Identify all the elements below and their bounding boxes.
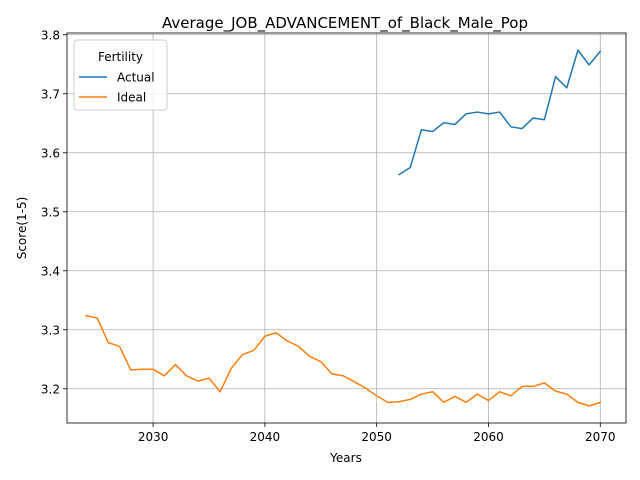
x-axis-label: Years bbox=[329, 451, 362, 465]
y-tick-label: 3.5 bbox=[41, 205, 60, 219]
legend-label-ideal: Ideal bbox=[117, 91, 146, 105]
chart-title: Average_JOB_ADVANCEMENT_of_Black_Male_Po… bbox=[162, 14, 528, 33]
series-line-actual bbox=[398, 49, 602, 176]
y-axis-ticks: 3.2 3.3 3.4 3.5 3.6 3.7 3.8 bbox=[41, 28, 67, 396]
x-tick-label: 2070 bbox=[585, 430, 616, 444]
y-axis-label: Score(1-5) bbox=[15, 197, 29, 260]
legend-label-actual: Actual bbox=[117, 71, 155, 85]
legend-box bbox=[73, 39, 168, 111]
y-tick-label: 3.8 bbox=[41, 28, 60, 42]
x-tick-label: 2040 bbox=[250, 430, 281, 444]
y-tick-label: 3.6 bbox=[41, 146, 60, 160]
y-tick-label: 3.2 bbox=[41, 382, 60, 396]
x-tick-label: 2060 bbox=[473, 430, 504, 444]
y-tick-label: 3.3 bbox=[41, 323, 60, 337]
legend-title: Fertility bbox=[98, 50, 143, 64]
series-layer bbox=[85, 49, 602, 407]
plot-area-frame bbox=[66, 32, 627, 424]
legend: Fertility Actual Ideal bbox=[73, 39, 168, 111]
grid-lines bbox=[67, 33, 626, 423]
series-line-ideal bbox=[85, 314, 602, 407]
y-tick-label: 3.7 bbox=[41, 87, 60, 101]
y-tick-label: 3.4 bbox=[41, 264, 60, 278]
x-axis-ticks: 2030 2040 2050 2060 2070 bbox=[138, 423, 616, 444]
x-tick-label: 2050 bbox=[361, 430, 392, 444]
x-tick-label: 2030 bbox=[138, 430, 169, 444]
